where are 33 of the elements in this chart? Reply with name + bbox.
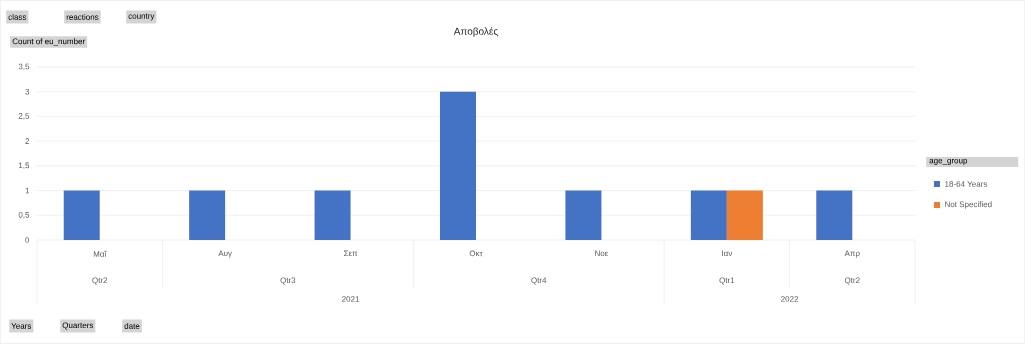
y-tick-label: 2 [25, 138, 30, 144]
text: Qtr3 [280, 277, 296, 285]
x-tick-label: Απρ [844, 250, 860, 258]
y-axis-title: Count of eu_number [12, 38, 85, 46]
text: Years [11, 323, 32, 329]
x-tick-label: Αυγ [218, 250, 232, 258]
legend-label: Not Specified [945, 201, 992, 209]
legend-title: age_group [929, 159, 968, 165]
x-tick-label: Σεπ [343, 250, 358, 257]
legend-label: 18-64 Years [945, 181, 988, 187]
x-tick-label: Μαΐ [93, 250, 107, 257]
text: 2022 [781, 296, 799, 302]
chart-title: Αποβολές [453, 27, 498, 37]
y-tick-label: 0,5 [18, 211, 30, 219]
y-tick-label: 1 [25, 187, 30, 194]
y-tick-label: 2,5 [18, 113, 30, 120]
text: Quarters [62, 322, 94, 330]
x-tick-label: Ιαν [722, 250, 732, 257]
y-tick-label: 3,5 [18, 63, 30, 71]
x-tick-label: Νοε [595, 250, 609, 257]
text: Qtr2 [844, 277, 860, 285]
x-tick-label: Οκτ [469, 250, 483, 257]
y-tick-label: 0 [25, 237, 30, 243]
text: Qtr1 [719, 277, 735, 285]
y-tick-label: 3 [25, 88, 30, 95]
text: reactions [66, 14, 99, 20]
y-tick-label: 1,5 [18, 162, 30, 170]
text: country [128, 13, 155, 21]
text: date [124, 323, 140, 329]
text: Qtr4 [531, 277, 547, 285]
text: 2021 [342, 296, 360, 302]
text: class [8, 14, 27, 20]
text: Qtr2 [92, 277, 108, 285]
